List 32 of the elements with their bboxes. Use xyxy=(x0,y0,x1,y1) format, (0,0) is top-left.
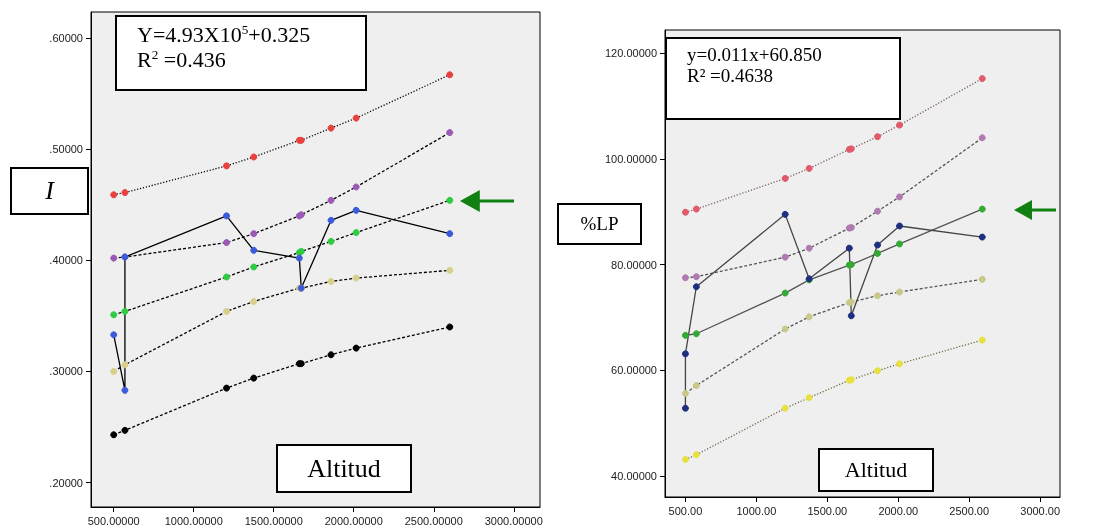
y-tick-label: .50000 xyxy=(49,143,83,156)
x-tick-label: 2500.00 xyxy=(949,504,990,517)
y-tick-label: .20000 xyxy=(49,476,83,489)
x-axis-title: Altitud xyxy=(276,444,412,493)
annotation: y=0.011x+60.850 xyxy=(687,44,823,66)
y-axis-title: I xyxy=(10,167,89,215)
x-tick-label: 3000.00000 xyxy=(484,514,543,527)
x-tick-label: 2500.00000 xyxy=(404,514,463,527)
annotation: R² =0.4638 xyxy=(687,64,774,87)
x-tick-label: 3000.00 xyxy=(1020,504,1061,517)
x-axis-title: Altitud xyxy=(818,448,934,492)
y-tick-label: .30000 xyxy=(49,365,83,378)
x-tick-label: 1500.00000 xyxy=(244,514,303,527)
x-tick-label: 1000.00 xyxy=(736,504,777,517)
y-tick-label: 100.00000 xyxy=(605,152,657,165)
annotation: Y=4.93X10$^{5}$+0.325 xyxy=(137,22,312,48)
x-tick-label: 500.00 xyxy=(668,504,703,517)
y-tick-label: .40000 xyxy=(49,254,83,267)
y-tick-label: 40.00000 xyxy=(611,469,657,482)
x-tick-label: 2000.00 xyxy=(878,504,919,517)
note-box: Y=4.93X10$^{5}$+0.325 R$^{2}$ =0.436 xyxy=(115,15,367,91)
x-tick-label: 1500.00 xyxy=(807,504,848,517)
x-tick-label: 1000.00000 xyxy=(164,514,223,527)
note-box: y=0.011x+60.850 R² =0.4638 xyxy=(665,37,901,120)
y-tick-label: 60.00000 xyxy=(611,364,657,377)
y-axis-title: %LP xyxy=(557,203,642,245)
x-tick-label: 500.00000 xyxy=(87,514,140,527)
x-tick-label: 2000.00000 xyxy=(324,514,383,527)
annotation: R$^{2}$ =0.436 xyxy=(137,46,227,73)
y-tick-label: 120.00000 xyxy=(605,47,657,60)
y-tick-label: .60000 xyxy=(49,32,83,45)
y-tick-label: 80.00000 xyxy=(611,258,657,271)
